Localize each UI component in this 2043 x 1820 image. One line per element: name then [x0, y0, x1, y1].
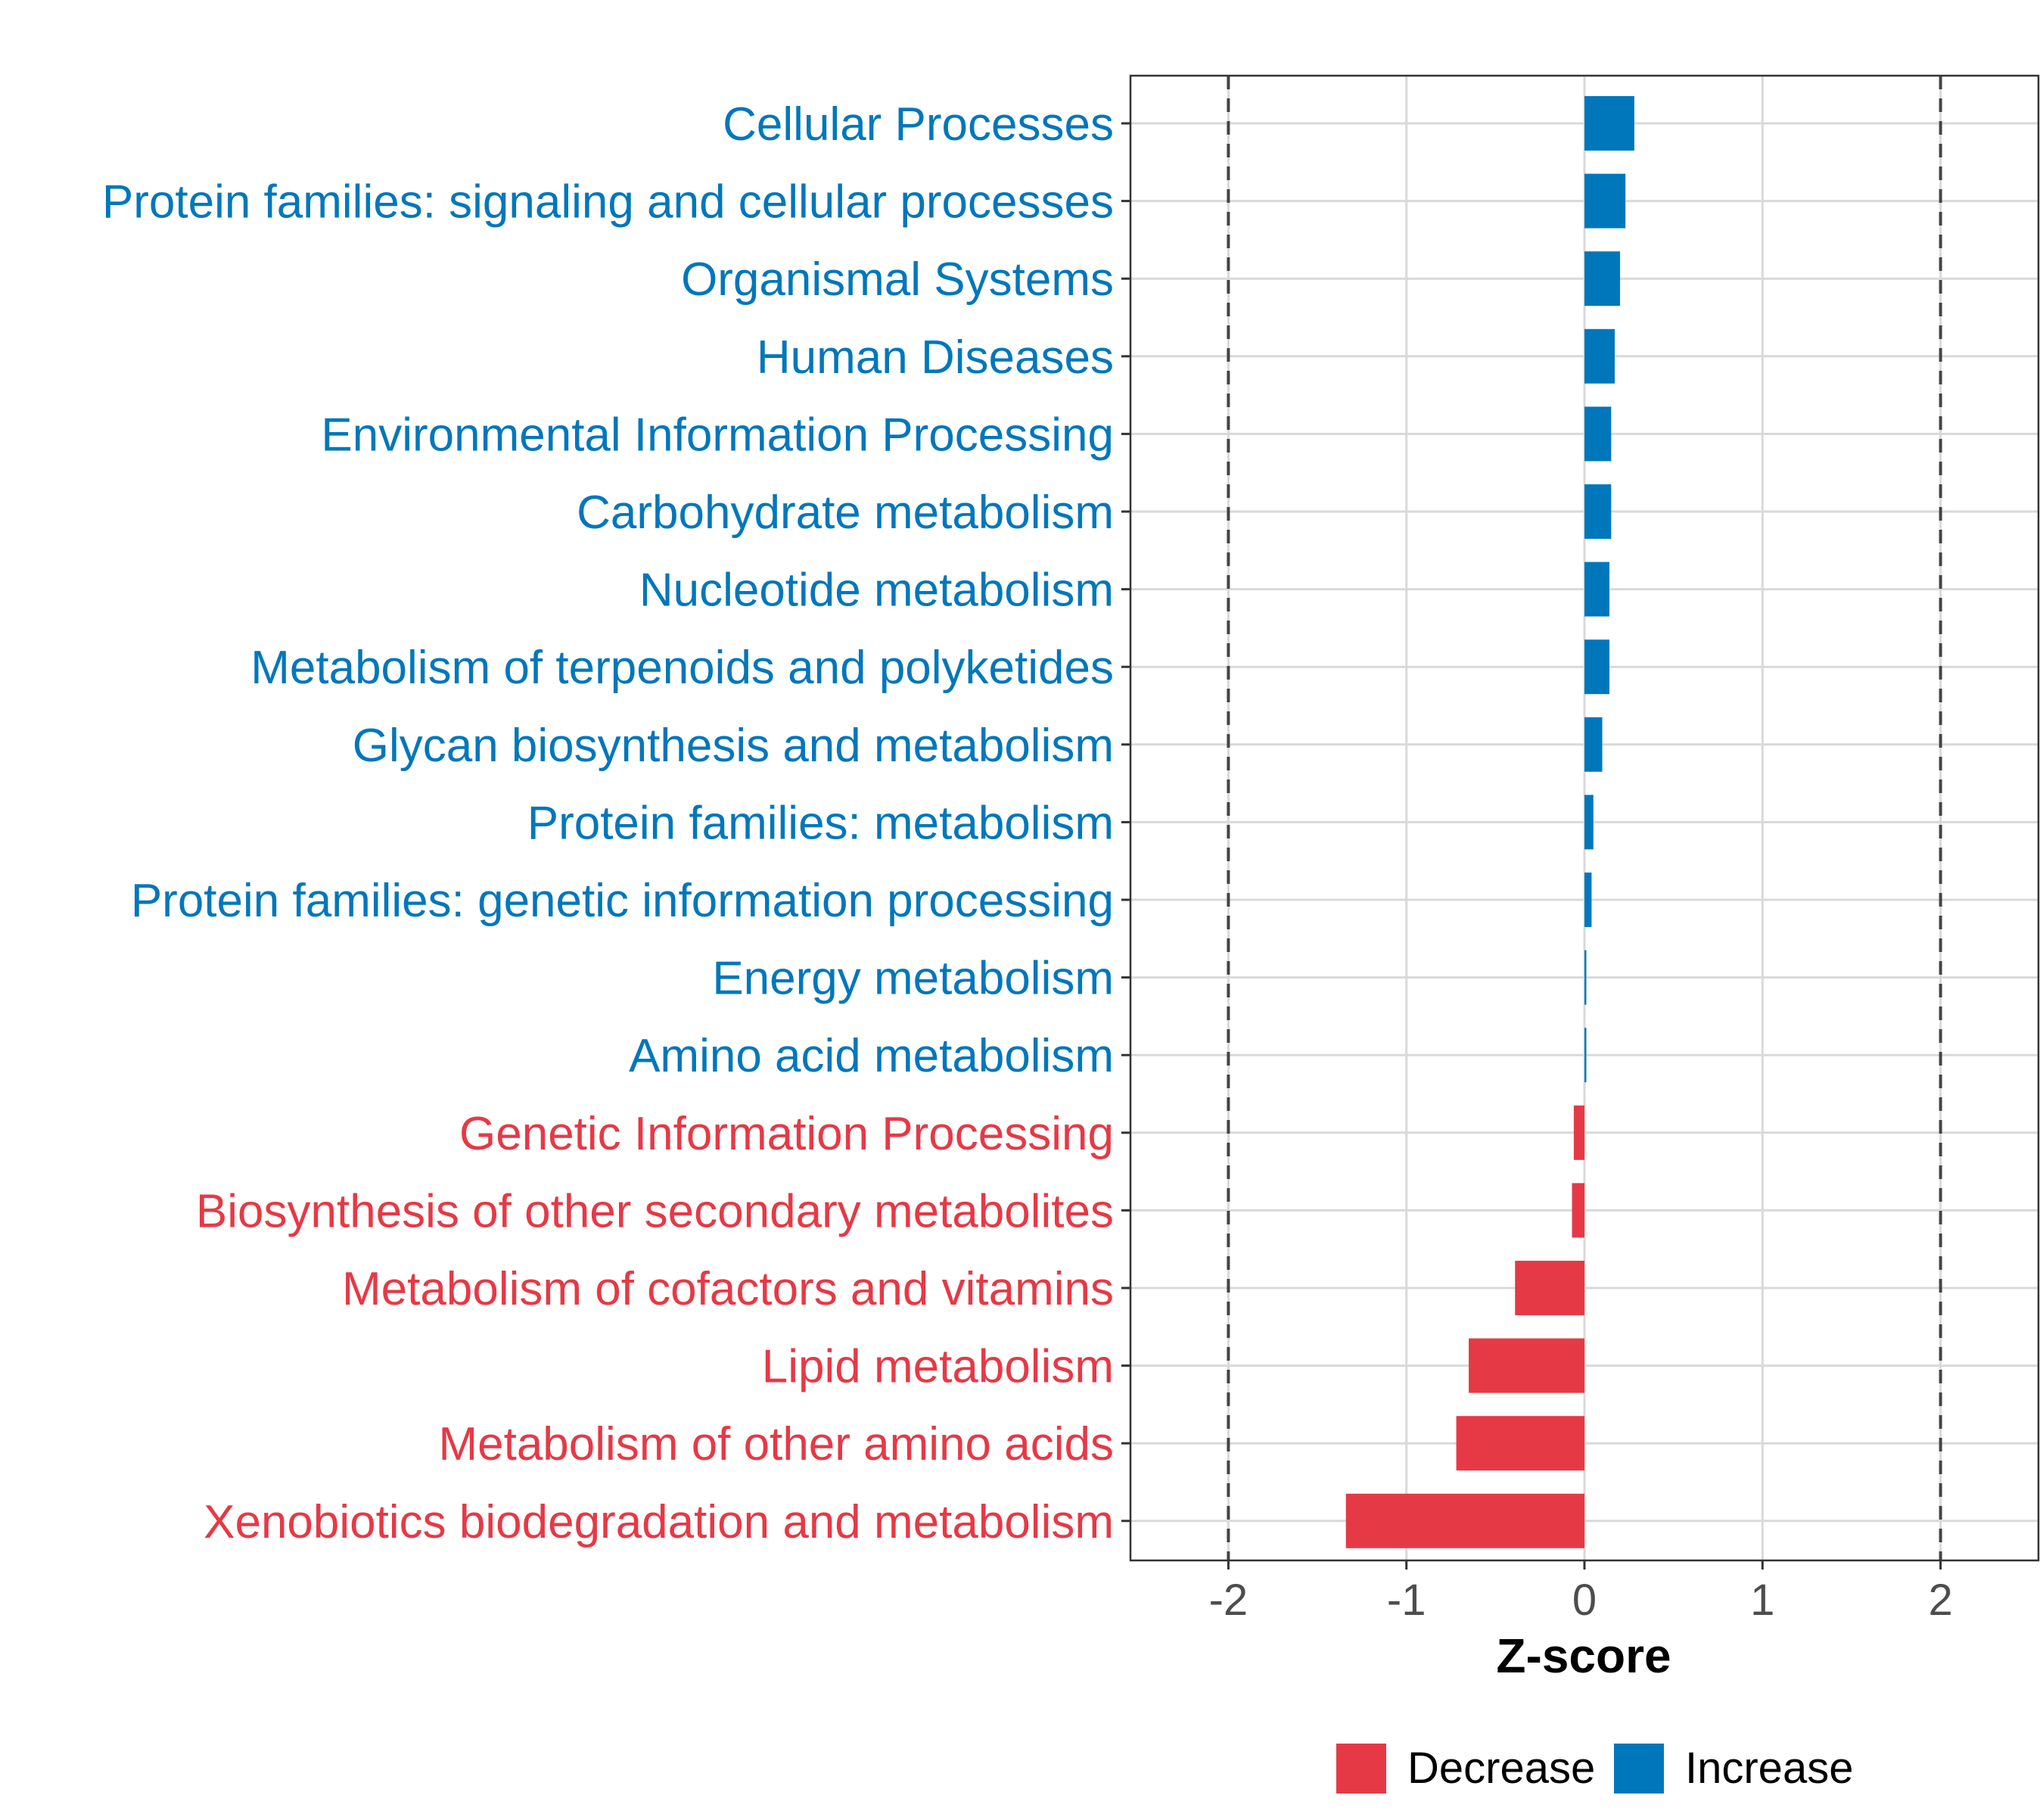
- bar: [1572, 1183, 1584, 1238]
- category-label: Genetic Information Processing: [459, 1108, 1114, 1160]
- bar: [1584, 484, 1612, 539]
- category-label: Cellular Processes: [723, 98, 1114, 151]
- legend-label: Decrease: [1407, 1744, 1595, 1793]
- category-label: Xenobiotics biodegradation and metabolis…: [204, 1496, 1114, 1548]
- bar: [1584, 251, 1621, 306]
- bar: [1515, 1261, 1584, 1315]
- category-label: Energy metabolism: [712, 953, 1114, 1005]
- bar: [1584, 795, 1594, 850]
- bar: [1584, 96, 1634, 151]
- reference-lines-layer: [1227, 76, 1942, 1560]
- x-tick-label: 1: [1750, 1576, 1774, 1625]
- x-axis-title: Z-score: [1496, 1629, 1671, 1683]
- category-label: Human Diseases: [757, 331, 1114, 384]
- category-label: Protein families: metabolism: [527, 797, 1114, 849]
- bar: [1584, 328, 1615, 384]
- category-label: Nucleotide metabolism: [639, 565, 1114, 617]
- bar: [1469, 1338, 1584, 1393]
- category-label: Glycan biosynthesis and metabolism: [353, 720, 1114, 772]
- bar: [1584, 950, 1587, 1005]
- category-label: Protein families: signaling and cellular…: [102, 176, 1114, 229]
- bar: [1584, 639, 1609, 695]
- category-label: Organismal Systems: [681, 254, 1114, 306]
- category-label: Metabolism of terpenoids and polyketides: [250, 642, 1114, 694]
- legend-key: [1614, 1744, 1664, 1794]
- category-label: Protein families: genetic information pr…: [131, 875, 1114, 927]
- x-tick-label: 0: [1572, 1576, 1597, 1625]
- category-labels-layer: Cellular Processes Protein families: sign…: [102, 98, 1130, 1548]
- x-axis-layer: -2 -1 0 1 2: [1209, 1560, 1953, 1625]
- legend-label: Increase: [1685, 1744, 1853, 1793]
- bars-layer: [1345, 96, 1634, 1548]
- legend-key: [1336, 1744, 1386, 1794]
- bar: [1584, 562, 1609, 617]
- category-label: Biosynthesis of other secondary metaboli…: [196, 1185, 1114, 1237]
- category-label: Metabolism of other amino acids: [438, 1418, 1114, 1470]
- x-tick-label: -2: [1209, 1576, 1248, 1625]
- category-label: Environmental Information Processing: [321, 409, 1114, 461]
- x-tick-label: -1: [1387, 1576, 1426, 1625]
- bar: [1584, 1028, 1587, 1083]
- category-label: Amino acid metabolism: [629, 1030, 1114, 1082]
- bar: [1584, 717, 1603, 772]
- bar: [1345, 1493, 1584, 1548]
- category-label: Lipid metabolism: [762, 1341, 1114, 1393]
- x-tick-label: 2: [1928, 1576, 1952, 1625]
- category-label: Carbohydrate metabolism: [577, 487, 1114, 539]
- bar: [1456, 1416, 1584, 1471]
- bar: [1584, 873, 1592, 927]
- bar: [1584, 406, 1612, 462]
- legend: Decrease Increase: [1336, 1744, 1853, 1794]
- bar: [1573, 1105, 1584, 1160]
- bar: [1584, 173, 1626, 229]
- category-label: Metabolism of cofactors and vitamins: [342, 1263, 1114, 1315]
